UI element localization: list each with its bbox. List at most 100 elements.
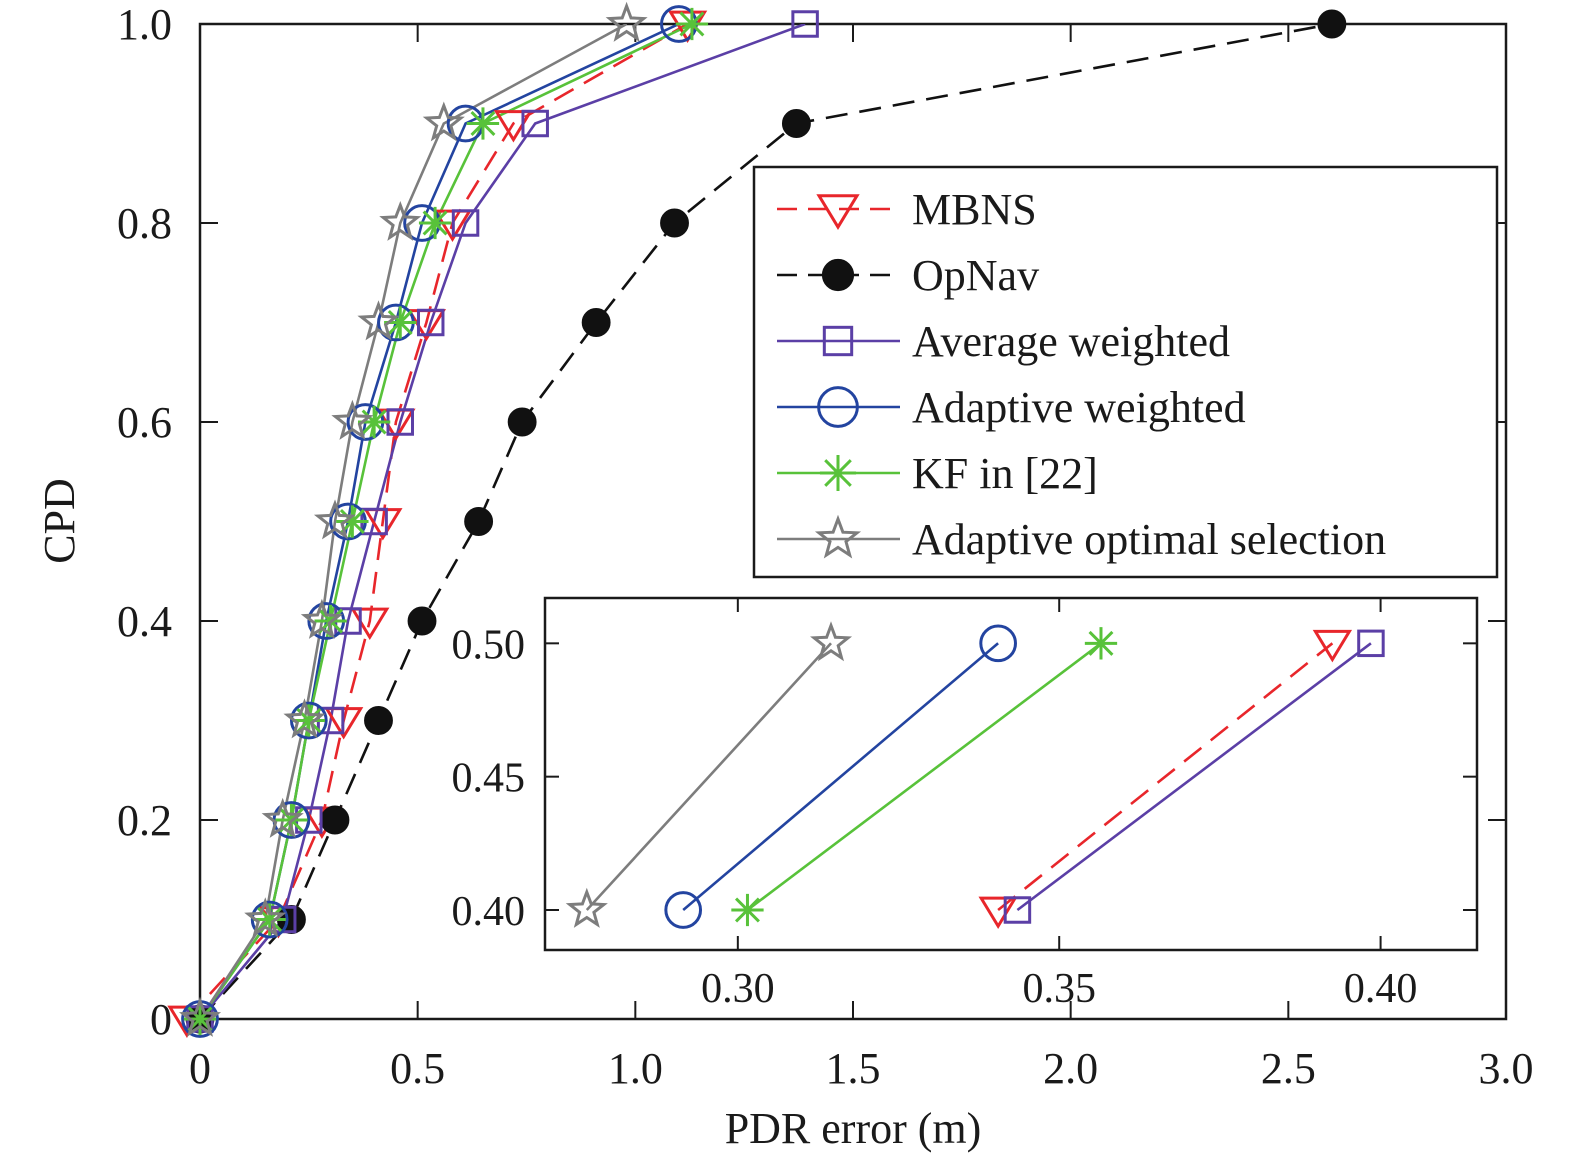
main-point-average-weighted-shape (791, 10, 819, 38)
main-point-opnav-shape (1317, 9, 1347, 39)
legend-item-adaptive-weighted: Adaptive weighted (777, 383, 1246, 432)
main-point-average-weighted-shape (451, 209, 480, 237)
legend-item-average-weighted: Average weighted (777, 317, 1230, 366)
main-point-kf-in-22 (384, 306, 417, 339)
main-point-adaptive-optimal-selection (178, 996, 222, 1037)
main-point-adaptive-optimal-selection (331, 399, 374, 440)
main-series-line-mbns (200, 24, 689, 1007)
main-point-adaptive-optimal-selection-shape (331, 399, 374, 440)
y-axis-title: CPD (35, 478, 84, 564)
inset-series-lines (585, 642, 1372, 912)
inset-point-average-weighted-shape (1003, 896, 1032, 924)
main-point-kf-in-22-shape (336, 505, 369, 538)
inset-point-average-weighted (1357, 629, 1385, 658)
legend-marker-shape (819, 454, 857, 492)
main-x-tick-label: 1.5 (826, 1044, 881, 1093)
main-y-tick-label: 0.4 (117, 597, 172, 646)
main-x-tick-label: 2.0 (1043, 1044, 1098, 1093)
main-x-tick-label: 3.0 (1479, 1044, 1534, 1093)
inset-frame (543, 596, 1479, 952)
main-point-average-weighted (791, 10, 819, 38)
main-point-adaptive-optimal-selection (357, 300, 400, 341)
legend-item-adaptive-optimal-selection: Adaptive optimal selection (777, 514, 1386, 564)
inset-point-adaptive-weighted-shape (664, 891, 703, 929)
main-point-adaptive-optimal-selection-shape (357, 300, 400, 341)
main-point-adaptive-optimal-selection-shape (283, 698, 326, 739)
legend-label: MBNS (912, 185, 1037, 234)
legend-marker (821, 258, 855, 292)
legend-marker-shape (821, 258, 855, 292)
inset-point-adaptive-weighted (979, 624, 1017, 663)
inset-point-kf-in-22-shape (1084, 627, 1118, 660)
inset-point-kf-in-22 (731, 893, 764, 927)
main-point-kf-in-22 (418, 206, 452, 240)
main-point-kf-in-22-shape (418, 206, 452, 240)
main-point-kf-in-22 (253, 903, 286, 936)
main-point-average-weighted (521, 109, 549, 138)
inset-point-adaptive-optimal-selection (810, 621, 853, 662)
main-point-kf-in-22 (675, 7, 709, 41)
main-plot-area: 0 0.5 1.0 1.5 2.0 2.5 3.0 0 0.2 0.4 0.6 0.8 1.0 PDR e… (35, 0, 1534, 1153)
main-point-opnav (1317, 9, 1347, 39)
main-point-opnav (407, 606, 437, 636)
main-point-adaptive-optimal-selection (244, 897, 287, 938)
main-series-lines (200, 24, 1333, 1019)
inset-point-mbns (1312, 629, 1353, 663)
main-series-line-opnav (200, 24, 1333, 1019)
x-axis-title: PDR error (m) (725, 1104, 982, 1153)
main-y-tick-label: 0 (150, 995, 172, 1044)
main-point-opnav (364, 706, 393, 735)
legend-marker-shape (814, 514, 862, 559)
main-point-opnav-shape (660, 208, 689, 238)
main-y-tick-label: 0.6 (117, 398, 172, 447)
main-point-opnav-shape (407, 606, 437, 636)
main-point-opnav (581, 308, 611, 337)
main-point-opnav-shape (781, 109, 811, 138)
main-x-tick-label: 1.0 (608, 1044, 663, 1093)
main-point-kf-in-22 (336, 505, 369, 538)
main-point-adaptive-optimal-selection-shape (313, 499, 356, 540)
inset-point-mbns-shape (1312, 629, 1353, 663)
main-x-tick-label: 0 (189, 1044, 211, 1093)
main-point-adaptive-optimal-selection (605, 1, 648, 42)
main-y-tick-label: 0.8 (117, 199, 172, 248)
main-point-adaptive-optimal-selection (300, 598, 343, 639)
inset-point-adaptive-optimal-selection-shape (810, 621, 853, 662)
legend-marker (819, 454, 857, 492)
main-point-adaptive-weighted-shape (289, 701, 328, 740)
legend-item-kf-in-22: KF in [22] (777, 449, 1098, 498)
legend-box (752, 165, 1499, 579)
main-point-opnav-shape (320, 805, 350, 835)
main-point-adaptive-optimal-selection (283, 698, 326, 739)
legend-label: Adaptive optimal selection (912, 515, 1386, 564)
inset-y-tick-label: 0.40 (452, 889, 526, 935)
main-point-adaptive-optimal-selection-shape (178, 996, 222, 1037)
main-point-opnav (464, 507, 494, 536)
inset-point-adaptive-optimal-selection-shape (565, 887, 608, 928)
inset-point-average-weighted (1003, 896, 1032, 924)
main-y-tick-label: 1.0 (117, 0, 172, 49)
inset-point-adaptive-weighted-shape (979, 624, 1017, 663)
legend-item-opnav: OpNav (777, 251, 1039, 300)
inset-point-kf-in-22-shape (731, 893, 764, 927)
main-point-average-weighted-shape (416, 308, 445, 337)
main-point-adaptive-optimal-selection-shape (605, 1, 648, 42)
inset-point-kf-in-22 (1084, 627, 1118, 660)
main-point-opnav-shape (581, 308, 611, 337)
main-point-adaptive-optimal-selection-shape (422, 101, 465, 142)
main-point-average-weighted (416, 308, 445, 337)
legend-item-mbns: MBNS (777, 185, 1037, 234)
legend-marker-shape (822, 325, 854, 357)
legend-marker (822, 325, 854, 357)
main-point-adaptive-optimal-selection-shape (261, 797, 304, 838)
main-point-kf-in-22-shape (292, 704, 325, 737)
inset-x-tick-label: 0.35 (1022, 966, 1096, 1012)
main-point-kf-in-22-shape (384, 306, 417, 339)
main-point-kf-in-22-shape (675, 7, 709, 41)
main-point-opnav-shape (507, 407, 537, 437)
inset-series-line-mbns (997, 642, 1334, 912)
legend-marker (814, 514, 862, 559)
main-point-kf-in-22-shape (183, 1002, 217, 1036)
inset-series-line-adaptive-weighted (682, 642, 999, 911)
